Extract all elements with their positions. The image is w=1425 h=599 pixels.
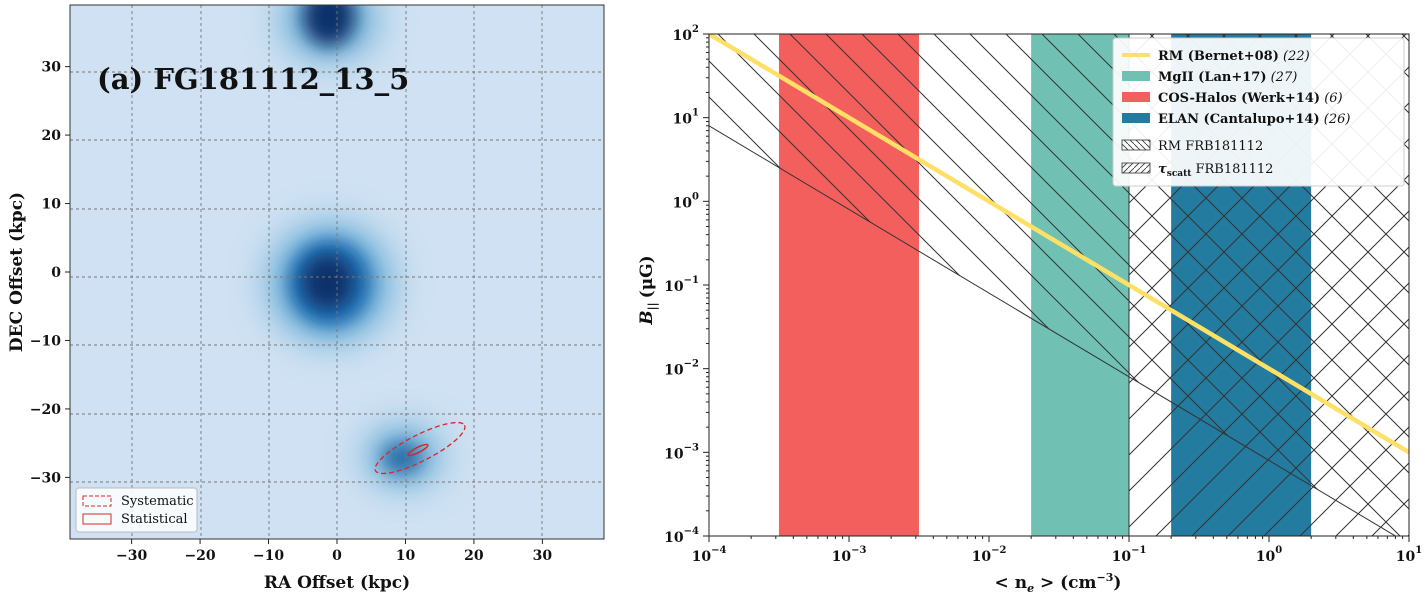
right-ytick-label: 100 xyxy=(673,191,699,211)
left-xtick-label: 0 xyxy=(332,548,342,564)
left-xtick-label: −10 xyxy=(253,548,284,564)
right-ytick-label: 10−4 xyxy=(664,526,699,546)
left-xlabel: RA Offset (kpc) xyxy=(264,573,410,593)
right-plot-panel: 10−4 10−3 10−2 10−1 100 101 102 101 100 10−1 10−2 1… xyxy=(637,24,1422,595)
left-ytick-label: −20 xyxy=(30,402,61,418)
right-xtick-label: 10−3 xyxy=(832,545,867,565)
right-xtick-label: 10−4 xyxy=(692,545,727,565)
image-grid xyxy=(70,5,604,539)
legend-swatch-elan xyxy=(1122,113,1150,123)
left-axis-ticks: −30 −20 −10 0 10 20 30 30 20 10 0 −10 −20 −30 xyxy=(30,60,553,564)
legend-swatch-mgii xyxy=(1122,71,1150,81)
legend-label-tau: τscatt FRB181112 xyxy=(1158,162,1273,179)
right-xtick-label: 10−2 xyxy=(972,545,1007,565)
galaxy-center-core xyxy=(302,254,354,310)
panel-title: (a) FG181112_13_5 xyxy=(97,62,409,96)
right-axis-ticks: 10−4 10−3 10−2 10−1 100 101 102 101 100 10−1 10−2 1… xyxy=(664,24,1422,565)
left-ytick-label: 0 xyxy=(51,265,61,281)
series-layer xyxy=(709,34,1409,455)
left-xtick-label: −20 xyxy=(184,548,215,564)
image-legend: Systematic Statistical xyxy=(75,487,198,533)
systematic-ellipse xyxy=(374,421,466,475)
legend-label-rm-frb: RM FRB181112 xyxy=(1158,139,1263,154)
image-legend-box xyxy=(75,487,198,533)
galaxy-top-core xyxy=(303,5,355,46)
legend-label-statistical: Statistical xyxy=(121,512,188,527)
right-xlabel: < ne > (cm−3) xyxy=(995,571,1122,595)
right-xtick-label: 101 xyxy=(1396,545,1422,565)
left-ytick-label: 30 xyxy=(42,60,62,76)
right-ytick-label: 10−2 xyxy=(664,359,699,379)
statistical-ellipse xyxy=(407,443,429,457)
left-image-panel: (a) FG181112_13_5 Systematic Statistical… xyxy=(7,4,605,593)
right-ylabel: B||(μG) xyxy=(637,255,659,325)
left-ytick-label: −30 xyxy=(30,470,61,486)
right-ytick-label: 10−3 xyxy=(664,442,699,462)
left-ylabel: DEC Offset (kpc) xyxy=(7,192,27,352)
right-xtick-label: 10−1 xyxy=(1112,545,1147,565)
galaxy-host-core xyxy=(382,442,422,474)
right-xtick-label: 100 xyxy=(1256,545,1282,565)
left-xtick-label: 30 xyxy=(533,548,553,564)
left-xtick-label: 20 xyxy=(464,548,484,564)
legend-label-mgii: MgII (Lan+17) (27) xyxy=(1158,70,1297,85)
legend-swatch-cos xyxy=(1122,92,1150,102)
left-ytick-label: −10 xyxy=(30,333,61,349)
legend-label-systematic: Systematic xyxy=(121,494,194,509)
left-xtick-label: 10 xyxy=(396,548,416,564)
legend-label-cos: COS-Halos (Werk+14) (6) xyxy=(1158,91,1343,106)
left-ytick-label: 20 xyxy=(42,128,62,144)
left-ytick-label: 10 xyxy=(42,197,62,213)
legend-label-elan: ELAN (Cantalupo+14) (26) xyxy=(1158,112,1350,127)
legend-swatch-rm-frb xyxy=(1121,139,1151,151)
left-xtick-label: −30 xyxy=(116,548,147,564)
plot-legend: RM (Bernet+08) (22) MgII (Lan+17) (27) C… xyxy=(1112,37,1405,187)
series-rm-bernet xyxy=(709,34,1409,455)
plot-legend-box xyxy=(1112,37,1405,187)
legend-label-rm: RM (Bernet+08) (22) xyxy=(1158,49,1310,64)
legend-swatch-statistical xyxy=(82,513,112,525)
right-ytick-label: 101 xyxy=(673,108,699,128)
legend-swatch-systematic xyxy=(82,495,112,507)
right-ytick-label: 102 xyxy=(673,24,699,44)
right-ytick-label: 10−1 xyxy=(664,275,699,295)
legend-swatch-tau xyxy=(1121,162,1151,174)
